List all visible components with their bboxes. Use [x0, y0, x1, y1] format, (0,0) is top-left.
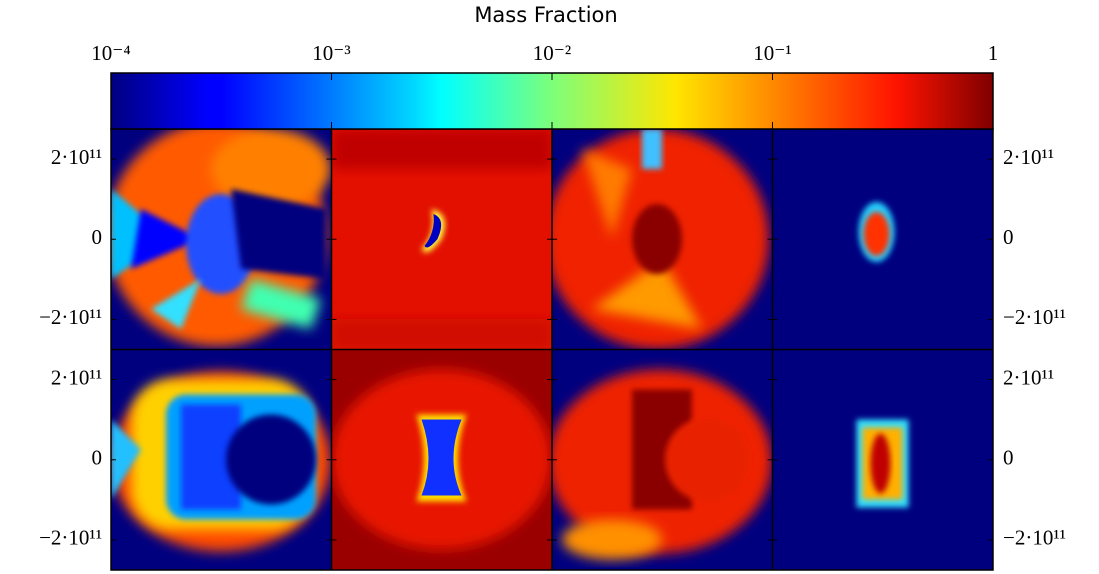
- heatmap-panel: [332, 350, 553, 571]
- y-tick-label: −2·10¹¹: [39, 305, 102, 329]
- page: {"chart_data": {"type": "heatmap", "colo…: [0, 0, 1099, 574]
- y-tick-label: 0: [1003, 446, 1014, 470]
- y-tick-label: 2·10¹¹: [51, 145, 102, 169]
- colorbar: [111, 73, 993, 129]
- colorbar-tick-label: 10⁻²: [533, 41, 571, 65]
- colorbar-tick-label: 1: [988, 41, 999, 65]
- y-tick-label: −2·10¹¹: [39, 526, 102, 550]
- figure: Mass Fraction: [0, 0, 1099, 574]
- y-tick-label: 2·10¹¹: [1003, 145, 1054, 169]
- y-tick-label: 0: [1003, 225, 1014, 249]
- panels: [106, 122, 994, 571]
- heatmap-panel: [773, 350, 994, 571]
- y-tick-label: −2·10¹¹: [1003, 305, 1066, 329]
- y-tick-label: 2·10¹¹: [1003, 365, 1054, 389]
- heatmap-panel: [545, 129, 773, 350]
- y-tick-label: 2·10¹¹: [51, 365, 102, 389]
- heatmap-panel: [773, 129, 994, 350]
- colorbar-tick-label: 10⁻¹: [753, 41, 791, 65]
- heatmap-panel: [548, 350, 773, 571]
- heatmap-panel: [332, 129, 553, 350]
- y-tick-label: −2·10¹¹: [1003, 526, 1066, 550]
- heatmap-panel: [111, 350, 332, 571]
- colorbar-tick-label: 10⁻³: [312, 41, 350, 65]
- y-tick-label: 0: [92, 446, 103, 470]
- colorbar-tick-label: 10⁻⁴: [91, 41, 130, 65]
- colorbar-label: Mass Fraction: [474, 3, 617, 27]
- heatmap-panel: [106, 122, 332, 350]
- y-tick-label: 0: [92, 225, 103, 249]
